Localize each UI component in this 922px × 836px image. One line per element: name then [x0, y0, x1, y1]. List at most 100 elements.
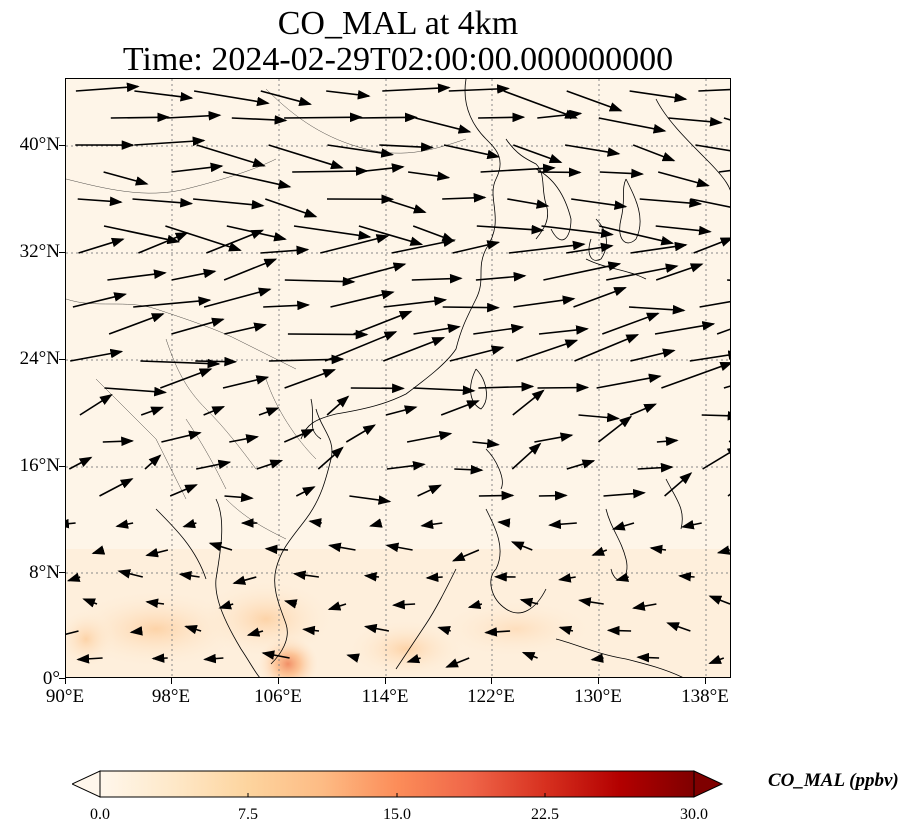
- wind-arrow: [138, 232, 189, 254]
- wind-arrow: [649, 544, 667, 555]
- wind-arrow: [231, 115, 288, 125]
- wind-arrow: [519, 597, 539, 608]
- wind-arrow: [578, 412, 620, 423]
- wind-arrow: [655, 263, 704, 281]
- wind-arrow: [358, 225, 424, 246]
- wind-arrow: [497, 518, 511, 528]
- wind-arrow: [171, 317, 225, 335]
- wind-arrow: [606, 263, 679, 281]
- wind-arrow: [598, 415, 633, 443]
- lat-tick: [59, 678, 65, 679]
- wind-arrow: [475, 271, 527, 282]
- wind-arrow: [513, 295, 576, 308]
- wind-arrow: [145, 547, 169, 558]
- wind-arrow: [548, 519, 577, 530]
- wind-arrow: [629, 403, 657, 416]
- wind-arrow: [193, 90, 270, 107]
- wind-arrow: [442, 302, 500, 313]
- wind-arrow: [538, 325, 589, 335]
- colorbar-tick-label: 30.0: [680, 806, 708, 823]
- wind-arrow: [708, 654, 725, 665]
- wind-arrow: [413, 385, 476, 396]
- wind-arrow: [611, 521, 635, 531]
- wind-arrow: [636, 652, 660, 663]
- wind-arrow: [723, 385, 730, 389]
- wind-arrow: [566, 90, 623, 112]
- wind-arrow: [140, 406, 165, 416]
- wind-arrow: [144, 454, 162, 470]
- wind-arrow: [379, 142, 434, 152]
- wind-arrow: [222, 375, 270, 389]
- wind-arrow: [472, 438, 500, 449]
- wind-arrow: [599, 168, 644, 179]
- lon-label-114: 114°E: [361, 686, 409, 707]
- wind-arrow: [693, 237, 730, 254]
- wind-arrow: [203, 653, 224, 664]
- lat-label-0: 0°: [42, 668, 60, 689]
- wind-arrow: [284, 112, 363, 123]
- wind-arrow: [413, 323, 461, 335]
- wind-arrow: [668, 116, 723, 127]
- lat-label-24: 24°N: [19, 348, 60, 369]
- wind-arrow: [420, 519, 443, 530]
- wind-arrow: [639, 198, 703, 208]
- wind-arrow: [102, 436, 134, 447]
- wind-arrow: [345, 262, 407, 281]
- wind-arrow: [718, 169, 730, 173]
- wind-arrow: [578, 597, 604, 607]
- lat-label-40: 40°N: [19, 134, 60, 155]
- wind-arrow: [166, 110, 222, 121]
- wind-arrow: [437, 626, 451, 636]
- wind-arrow: [171, 162, 224, 173]
- wind-arrow: [478, 112, 526, 123]
- wind-arrow: [363, 623, 390, 634]
- map-time-subtitle: Time: 2024-02-29T02:00:00.000000000: [122, 41, 674, 78]
- wind-arrow: [484, 627, 511, 637]
- wind-arrow: [690, 198, 730, 208]
- wind-arrow: [478, 381, 535, 392]
- wind-arrow: [203, 405, 226, 416]
- coastlines: [155, 79, 730, 677]
- wind-arrow: [308, 518, 322, 528]
- wind-arrow: [503, 90, 578, 119]
- wind-arrow: [516, 339, 579, 362]
- wind-arrow: [79, 394, 113, 416]
- wind-arrow: [129, 626, 143, 636]
- map-plot-area[interactable]: [65, 78, 731, 678]
- wind-arrow: [302, 625, 320, 636]
- lon-label-138: 138°E: [681, 686, 729, 707]
- wind-arrow: [666, 622, 691, 632]
- wind-arrow: [566, 242, 614, 254]
- wind-arrow: [107, 269, 167, 281]
- wind-arrow: [145, 598, 165, 608]
- wind-arrow: [134, 90, 194, 102]
- wind-arrow: [541, 225, 614, 239]
- wind-arrow: [467, 599, 483, 610]
- wind-arrow: [263, 300, 310, 311]
- wind-arrow: [443, 144, 501, 160]
- wind-arrow: [615, 572, 630, 582]
- wind-arrow: [632, 601, 657, 611]
- wind-arrow: [70, 348, 124, 362]
- wind-arrow: [82, 598, 98, 608]
- wind-arrow: [99, 478, 134, 497]
- lon-tick: [171, 678, 172, 684]
- wind-arrow: [417, 484, 442, 497]
- lon-tick: [705, 678, 706, 684]
- wind-arrow: [66, 630, 79, 636]
- lon-label-106: 106°E: [254, 686, 302, 707]
- wind-arrow: [134, 136, 206, 147]
- wind-arrow: [406, 654, 421, 664]
- wind-arrow: [385, 405, 418, 416]
- wind-arrow: [66, 518, 76, 529]
- wind-arrow: [78, 237, 125, 254]
- wind-arrow: [657, 171, 710, 188]
- lon-tick: [598, 678, 599, 684]
- wind-arrow: [689, 350, 730, 362]
- lat-tick: [59, 572, 65, 573]
- wind-arrow: [571, 198, 628, 210]
- wind-arrow: [454, 464, 484, 475]
- lon-label-122: 122°E: [467, 686, 515, 707]
- lat-tick: [59, 359, 65, 360]
- wind-arrow: [232, 575, 257, 585]
